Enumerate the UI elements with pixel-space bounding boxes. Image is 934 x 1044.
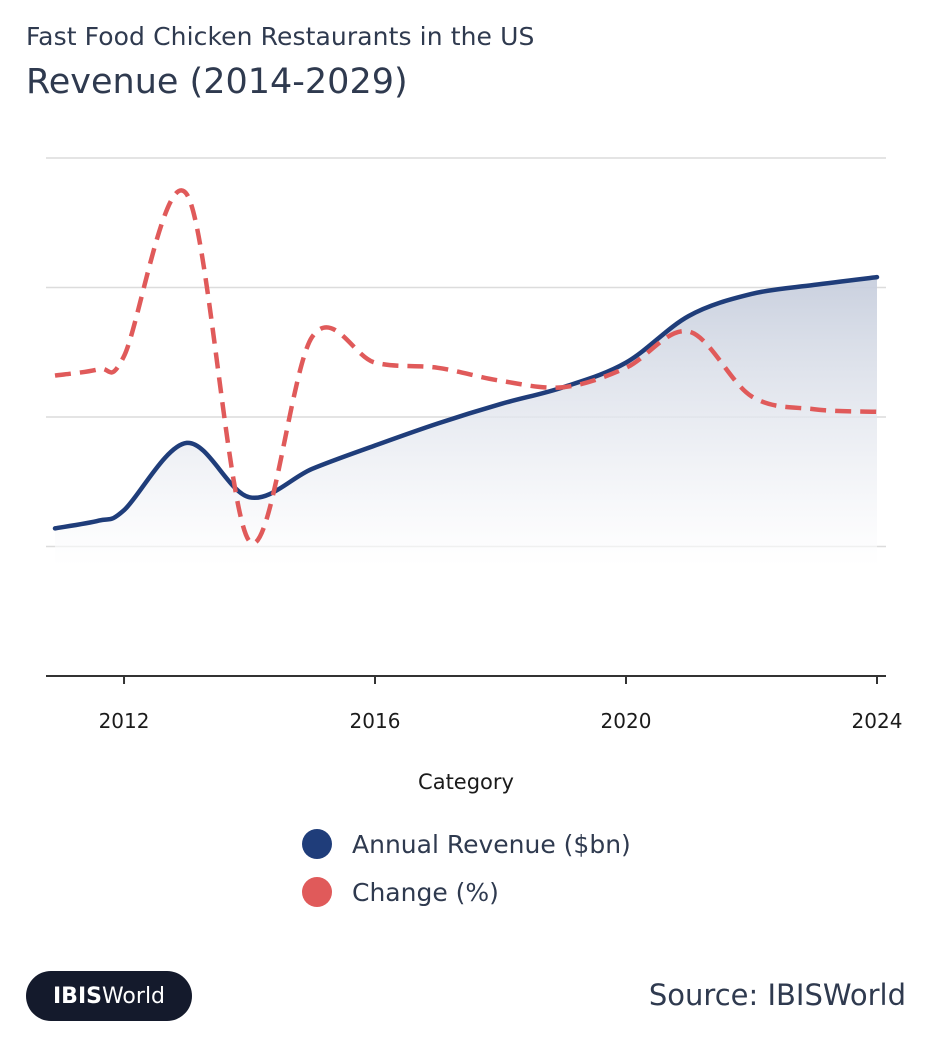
legend-item-revenue[interactable]: Annual Revenue ($bn) [302,820,631,868]
legend-label-change: Change (%) [352,877,499,907]
legend: Annual Revenue ($bn) Change (%) [302,820,631,916]
ibisworld-logo[interactable]: IBIS World [26,971,192,1021]
x-axis-ticks: 2012 2016 2020 2024 [99,676,903,733]
legend-item-change[interactable]: Change (%) [302,868,631,916]
revenue-chart: 2012 2016 2020 2024 Category [46,157,903,794]
x-axis-title: Category [418,770,514,794]
revenue-area-fill [55,277,877,567]
source-text: Source: IBISWorld [648,978,906,1012]
x-tick-label: 2024 [852,709,903,733]
chart-title: Revenue (2014-2029) [26,62,408,102]
logo-regular-text: World [101,983,166,1009]
legend-marker-revenue [302,829,332,859]
x-tick-label: 2016 [350,709,401,733]
x-tick-label: 2012 [99,709,150,733]
legend-marker-change [302,877,332,907]
chart-subtitle: Fast Food Chicken Restaurants in the US [26,22,535,51]
annual-revenue-line [52,274,880,531]
logo-bold-text: IBIS [52,983,102,1009]
legend-label-revenue: Annual Revenue ($bn) [352,829,631,859]
x-tick-label: 2020 [601,709,652,733]
change-percent-line [54,188,878,546]
